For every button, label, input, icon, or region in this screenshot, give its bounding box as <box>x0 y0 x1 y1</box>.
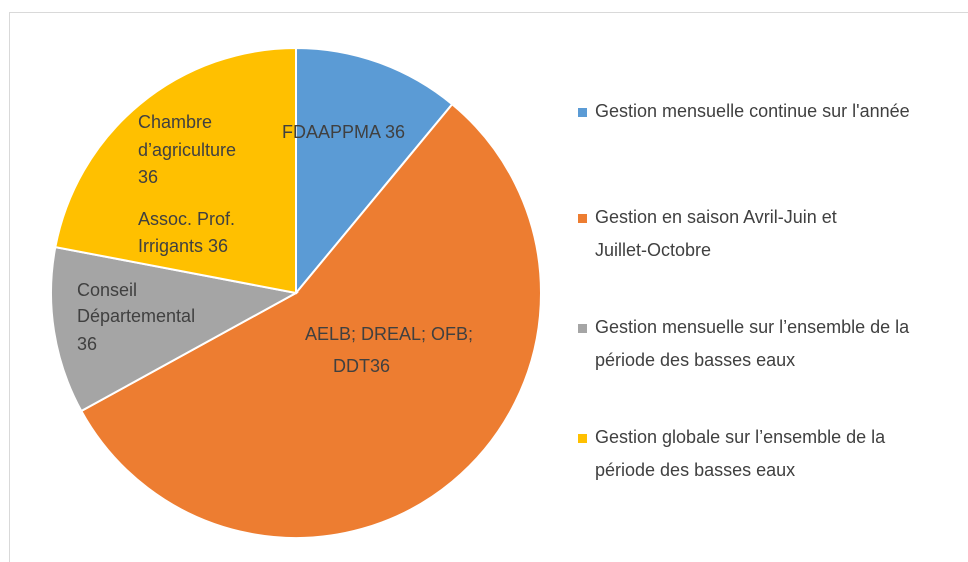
legend-label: Gestion mensuelle sur l’ensemble de la pé… <box>595 317 910 370</box>
data-label: Assoc. Prof. <box>138 209 235 229</box>
data-label: Irrigants 36 <box>138 236 228 256</box>
data-label: 36 <box>138 167 158 187</box>
legend-marker <box>578 324 587 333</box>
legend-marker <box>578 108 587 117</box>
legend-label: Gestion mensuelle continue sur l'année <box>595 101 910 121</box>
data-label: FDAAPPMA 36 <box>282 122 405 142</box>
pie-slice <box>54 46 297 295</box>
legend-label: Gestion globale sur l’ensemble de la péri… <box>595 427 886 480</box>
pie-slice <box>79 102 542 539</box>
data-label: 36 <box>77 334 97 354</box>
legend-label: Gestion en saison Avril-Juin et Juillet-O… <box>595 207 837 260</box>
pie-slice <box>50 245 299 413</box>
data-label: DDT36 <box>333 356 390 376</box>
data-label: AELB; DREAL; OFB; <box>305 324 473 344</box>
legend-marker <box>578 434 587 443</box>
data-label: d’agriculture <box>138 140 236 160</box>
chart-frame <box>9 12 968 562</box>
data-label: Départemental <box>77 306 195 326</box>
pie-slice <box>295 46 454 296</box>
data-label: Conseil <box>77 280 137 300</box>
data-label: Chambre <box>138 112 212 132</box>
legend-marker <box>578 214 587 223</box>
